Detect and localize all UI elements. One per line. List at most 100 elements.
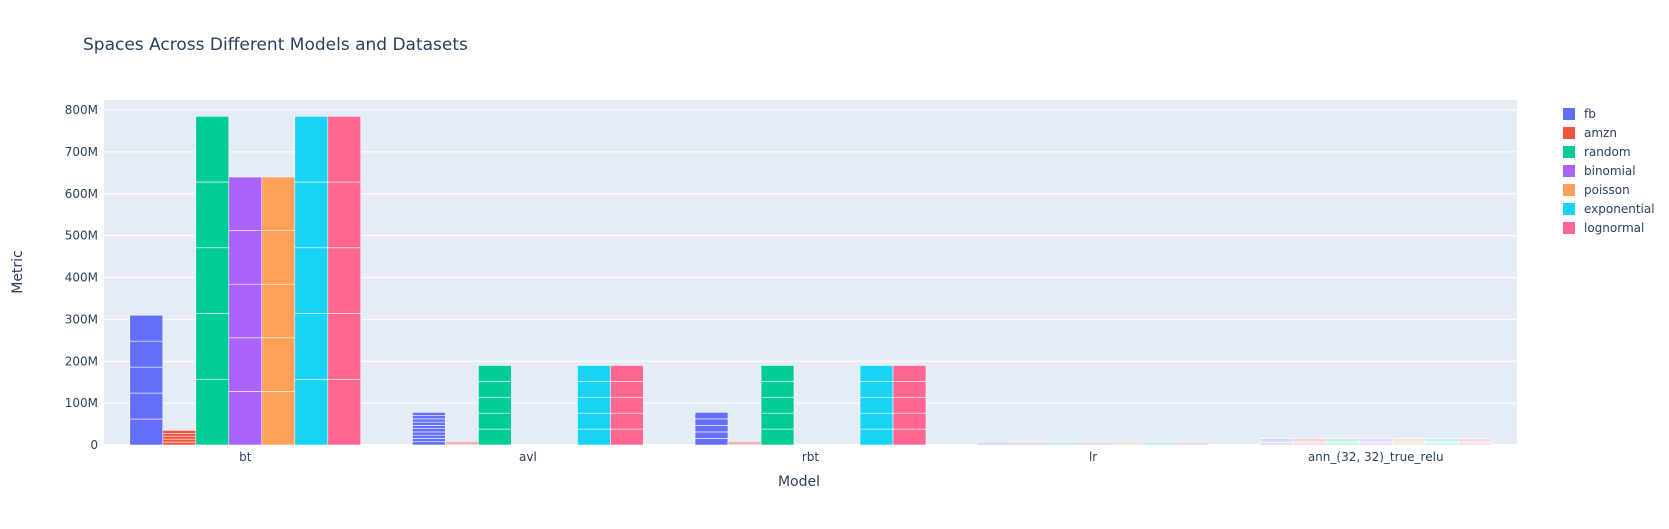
bar-binomial-bt: [228, 176, 263, 231]
bar-exponential-avl: [577, 396, 611, 414]
bar-fb-avl: [412, 438, 446, 443]
bar-binomial-bt: [228, 391, 263, 446]
bar-amzn-bt: [162, 432, 197, 437]
bar-lognormal-rbt: [892, 412, 927, 430]
bars: [129, 115, 1492, 446]
bar-amzn-bt: [162, 441, 197, 446]
bar-amzn-rbt: [727, 440, 762, 446]
bar-fb-avl: [412, 425, 446, 429]
bar-amzn-avl: [445, 440, 479, 446]
bar-exponential-rbt: [859, 428, 894, 446]
bar-exponential-avl: [577, 428, 611, 446]
bar-exponential-avl: [577, 381, 611, 398]
bar-binomial-bt: [228, 230, 263, 285]
bar-exponential-avl: [577, 365, 611, 382]
bar-exponential-rbt: [859, 396, 894, 414]
bar-random-bt: [195, 378, 230, 446]
bar-fb-rbt: [694, 412, 729, 420]
legend-label-lognormal: lognormal: [1584, 221, 1644, 235]
legend: fb amzn random binomial poisson exponential lo…: [1563, 107, 1655, 235]
bar-random-bt: [195, 181, 230, 249]
y-tick-label: 400M: [65, 271, 98, 285]
bar-fb-avl: [412, 415, 446, 420]
bar-lognormal-avl: [610, 428, 644, 446]
bar-random-avl: [478, 381, 512, 398]
bar-exponential-ann_(32, 32)_true_relu: [1424, 438, 1459, 441]
bar-random-avl: [478, 428, 512, 446]
bar-exponential-avl: [577, 412, 611, 430]
bar-random-avl: [478, 396, 512, 414]
legend-swatch: [1563, 203, 1575, 215]
bar-lognormal-bt: [327, 181, 362, 249]
bar-exponential-bt: [294, 247, 329, 314]
bar-random-rbt: [760, 396, 795, 414]
bar-exponential-bt: [294, 378, 329, 446]
bar-exponential-rbt: [859, 365, 894, 382]
bar-poisson-lr: [1109, 443, 1143, 445]
bar-random-bt: [195, 313, 230, 380]
y-tick-labels: 0 100M 200M 300M 400M 500M 600M 700M 800M: [65, 103, 98, 452]
bar-amzn-lr: [1010, 443, 1044, 445]
bar-random-rbt: [760, 381, 795, 398]
bar-fb-avl: [412, 428, 446, 433]
bar-exponential-bt: [294, 181, 329, 249]
bar-fb-bt: [129, 418, 164, 446]
bar-random-rbt: [760, 365, 795, 382]
bar-poisson-bt: [261, 337, 296, 392]
bar-lognormal-lr: [1175, 443, 1209, 445]
bar-lognormal-ann_(32, 32)_true_relu: [1457, 438, 1492, 441]
bar-lognormal-bt: [327, 378, 362, 446]
legend-label-random: random: [1584, 145, 1631, 159]
bar-fb-avl: [412, 434, 446, 439]
bar-lognormal-rbt: [892, 428, 927, 446]
legend-swatch: [1563, 184, 1575, 196]
bar-random-ann_(32, 32)_true_relu: [1325, 438, 1360, 441]
bar-binomial-bt: [228, 283, 263, 339]
x-tick-label: bt: [239, 450, 252, 464]
bar-lognormal-avl: [610, 381, 644, 398]
bar-exponential-lr: [1142, 443, 1176, 445]
bar-lognormal-rbt: [892, 396, 927, 414]
y-tick-label: 600M: [65, 187, 98, 201]
bar-poisson-ann_(32, 32)_true_relu: [1391, 438, 1426, 441]
bar-fb-rbt: [694, 425, 729, 433]
y-tick-label: 100M: [65, 396, 98, 410]
bar-poisson-bt: [261, 230, 296, 285]
bar-random-bt: [195, 247, 230, 314]
legend-swatch: [1563, 127, 1575, 139]
bar-random-rbt: [760, 412, 795, 430]
y-axis-label: Metric: [10, 250, 26, 294]
bar-binomial-lr: [1076, 443, 1110, 445]
bar-amzn-bt: [162, 430, 197, 434]
bar-fb-avl: [412, 441, 446, 446]
x-tick-label: lr: [1089, 450, 1097, 464]
legend-label-binomial: binomial: [1584, 164, 1636, 178]
bar-fb-avl: [412, 431, 446, 436]
legend-label-fb: fb: [1584, 107, 1596, 121]
bar-fb-bt: [129, 340, 164, 368]
y-tick-label: 0: [90, 438, 98, 452]
bar-amzn-bt: [162, 438, 197, 443]
bar-random-rbt: [760, 428, 795, 446]
bar-lognormal-bt: [327, 115, 362, 183]
bar-binomial-bt: [228, 337, 263, 392]
y-tick-label: 800M: [65, 103, 98, 117]
bar-exponential-bt: [294, 313, 329, 380]
bar-random-avl: [478, 412, 512, 430]
bar-exponential-rbt: [859, 381, 894, 398]
bar-fb-avl: [412, 418, 446, 423]
x-axis-label: Model: [778, 474, 820, 490]
bar-fb-avl: [412, 412, 446, 416]
bar-fb-avl: [412, 421, 446, 426]
legend-swatch: [1563, 108, 1575, 120]
bar-fb-bt: [129, 314, 164, 342]
x-tick-label: rbt: [802, 450, 820, 464]
bar-lognormal-avl: [610, 365, 644, 382]
bar-random-lr: [1043, 443, 1077, 445]
legend-swatch: [1563, 165, 1575, 177]
legend-swatch: [1563, 222, 1575, 234]
bar-exponential-rbt: [859, 412, 894, 430]
legend-label-exponential: exponential: [1584, 202, 1655, 216]
bar-random-bt: [195, 115, 230, 183]
